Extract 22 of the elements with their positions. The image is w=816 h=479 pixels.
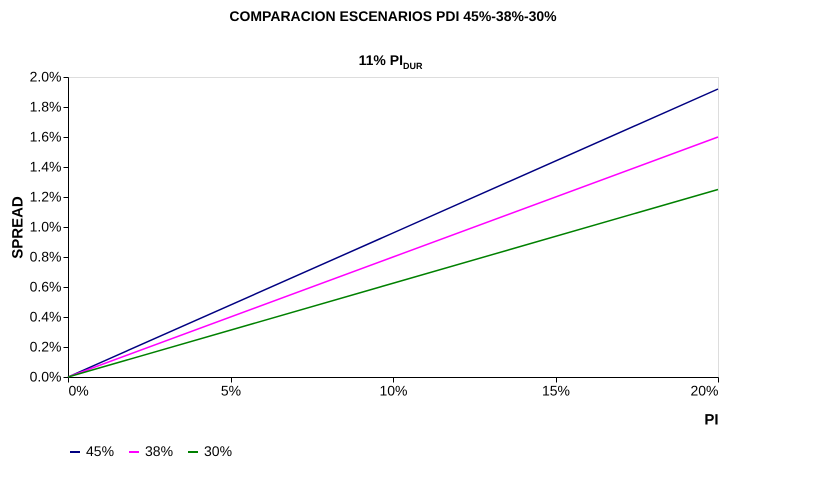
x-tick-label: 0% bbox=[68, 382, 89, 398]
x-tick-label: 20% bbox=[690, 382, 718, 398]
legend-label: 38% bbox=[145, 443, 174, 459]
y-tick-label: 0.2% bbox=[30, 338, 62, 354]
y-tick-label: 1.8% bbox=[30, 98, 62, 114]
y-tick-label: 1.4% bbox=[30, 158, 62, 174]
x-axis-title: PI bbox=[704, 412, 718, 428]
legend-label: 30% bbox=[204, 443, 232, 459]
y-tick-label: 1.6% bbox=[30, 128, 62, 144]
y-tick-label: 0.0% bbox=[30, 368, 62, 384]
legend-label: 45% bbox=[86, 443, 114, 459]
y-axis-title: SPREAD bbox=[10, 196, 27, 259]
x-tick-label: 10% bbox=[379, 382, 408, 398]
x-tick-label: 5% bbox=[220, 382, 242, 398]
y-tick-label: 1.0% bbox=[30, 218, 62, 234]
y-tick-label: 0.6% bbox=[30, 278, 62, 294]
y-tick-label: 2.0% bbox=[30, 68, 62, 84]
y-tick-label: 1.2% bbox=[30, 188, 62, 204]
x-tick-label: 15% bbox=[542, 382, 570, 398]
y-tick-label: 0.4% bbox=[30, 308, 62, 324]
y-tick-label: 0.8% bbox=[30, 248, 62, 264]
chart-title: COMPARACION ESCENARIOS PDI 45%-38%-30% bbox=[229, 8, 558, 24]
